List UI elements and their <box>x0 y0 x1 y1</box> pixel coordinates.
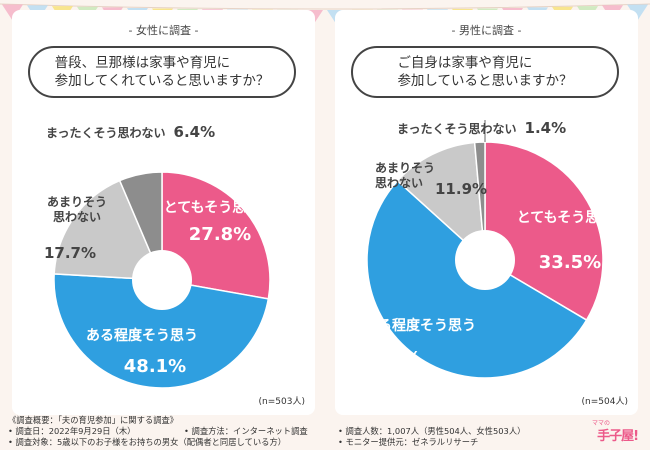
men-question-bubble: ご自身は家事や育児に 参加していると思いますか？ <box>351 46 619 98</box>
women-question-text: 普段、旦那様は家事や育児に 参加してくれていると思いますか？ <box>54 55 270 89</box>
women-question-bubble: 普段、旦那様は家事や育児に 参加してくれていると思いますか？ <box>28 46 296 98</box>
brand-logo-text: 手子屋! <box>597 429 639 444</box>
donut-hole <box>132 250 192 310</box>
category-label-not-much: あまりそう思わない <box>375 161 435 190</box>
bunting-flag <box>627 4 648 21</box>
category-label-very-much: とてもそう思う <box>517 210 614 226</box>
slice-somewhat <box>53 273 270 389</box>
men-survey-panel: - 男性に調査 - ご自身は家事や育児に 参加していると思いますか？ とてもそう… <box>335 10 638 415</box>
men-donut-chart: とてもそう思う 33.5% ある程度そう思う 53.2% あまりそう思わない 11.9% ま… <box>359 119 614 379</box>
women-sample-size: (n=503人) <box>258 397 305 407</box>
category-label-somewhat: ある程度そう思う <box>86 327 198 344</box>
value-label-not-much: 17.7% <box>44 244 96 262</box>
category-label-not-much: あまりそう思わない <box>47 195 107 224</box>
slice-not-much <box>53 179 164 281</box>
slice-not-much <box>396 141 486 262</box>
men-survey-label: - 男性に調査 - <box>451 24 522 37</box>
women-donut-chart: とてもそう思う 27.8% ある程度そう思う 48.1% あまりそう思わない 17.7% ま… <box>44 123 271 389</box>
survey-overview-heading: 《調査概要：「夫の育児参加」に関する調査》 <box>8 415 179 425</box>
brand-logo: ママの 手子屋! <box>592 418 639 444</box>
survey-provider: • モニター提供元：ゼネラルリサーチ <box>338 437 479 447</box>
value-label-very-much: 27.8% <box>189 224 251 245</box>
brand-logo-sub: ママの <box>592 420 611 427</box>
category-label-somewhat: ある程度そう思う <box>364 317 476 334</box>
survey-method: • 調査方法：インターネット調査 <box>184 426 308 436</box>
value-label-very-much: 33.5% <box>539 252 601 273</box>
men-question-text: ご自身は家事や育児に 参加していると思いますか？ <box>397 55 573 89</box>
category-label-not-at-all: まったくそう思わない 1.4% <box>397 119 566 137</box>
survey-count: • 調査人数：1,007人（男性504人、女性503人） <box>338 426 526 436</box>
donut-hole <box>455 230 515 290</box>
survey-overview: 《調査概要：「夫の育児参加」に関する調査》 • 調査日：2022年9月29日（木… <box>8 415 568 450</box>
survey-overview-col3: • 調査人数：1,007人（男性504人、女性503人） • モニター提供元：ゼ… <box>338 426 525 448</box>
women-survey-label: - 女性に調査 - <box>128 24 199 37</box>
men-sample-size: (n=504人) <box>581 397 628 407</box>
women-survey-panel: - 女性に調査 - 普段、旦那様は家事や育児に 参加してくれていると思いますか？… <box>12 10 315 415</box>
category-label-not-at-all: まったくそう思わない 6.4% <box>46 123 215 141</box>
survey-date: • 調査日：2022年9月29日（木） <box>8 426 136 436</box>
survey-target: • 調査対象：5歳以下のお子様をお持ちの男女（配偶者と同居している方） <box>8 437 287 447</box>
category-label-very-much: とてもそう思う <box>164 200 261 216</box>
value-label-not-much: 11.9% <box>435 180 487 198</box>
slice-very-much <box>484 141 604 322</box>
value-label-somewhat: 53.2% <box>359 348 421 369</box>
value-label-somewhat: 48.1% <box>124 356 186 377</box>
survey-overview-col2: • 調査方法：インターネット調査 <box>184 426 308 437</box>
survey-overview-col1: • 調査日：2022年9月29日（木） • 調査対象：5歳以下のお子様をお持ちの… <box>8 426 286 448</box>
